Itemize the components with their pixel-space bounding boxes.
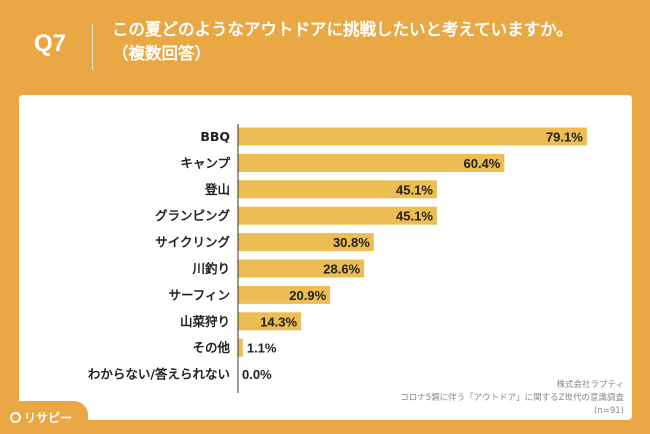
bar <box>238 153 505 172</box>
value-label: 1.1% <box>247 341 277 356</box>
bar <box>238 233 374 252</box>
logo-mark-icon <box>10 412 21 423</box>
value-label: 20.9% <box>289 288 326 303</box>
chart-panel <box>19 95 632 420</box>
category-label: 登山 <box>204 182 230 197</box>
footnote-survey: コロナ5類に伴う「アウトドア」に関するZ世代の意識調査 <box>400 393 624 403</box>
value-label: 79.1% <box>546 130 583 145</box>
header-divider <box>92 24 93 70</box>
value-label: 45.1% <box>396 209 433 224</box>
footnote-company: 株式会社ラプティ <box>556 380 625 390</box>
chart-title: この夏どのようなアウトドアに挑戦したいと考えていますか。 （複数回答） <box>112 18 642 66</box>
category-label: サイクリング <box>155 235 230 250</box>
value-label: 28.6% <box>323 262 360 277</box>
value-label: 60.4% <box>463 156 500 171</box>
bar <box>238 180 437 199</box>
bar <box>238 338 243 357</box>
brand-logo: リサピー <box>4 401 88 434</box>
bar <box>238 127 587 146</box>
value-label: 0.0% <box>242 367 272 382</box>
bar <box>238 312 302 331</box>
value-label: 30.8% <box>333 235 370 250</box>
category-label: グランピング <box>155 208 231 223</box>
bar <box>238 206 437 225</box>
bar <box>238 259 365 278</box>
category-label: その他 <box>192 340 230 355</box>
footnote-sample-size: (n=91) <box>594 406 624 416</box>
logo-text: リサピー <box>24 411 73 425</box>
value-label: 45.1% <box>396 182 433 197</box>
category-label: 山菜狩り <box>180 314 230 329</box>
header: Q7 この夏どのようなアウトドアに挑戦したいと考えていますか。 （複数回答） <box>0 0 650 92</box>
category-label: BBQ <box>200 129 230 144</box>
question-label: Q7 <box>34 30 67 57</box>
bar <box>238 285 331 304</box>
value-label: 14.3% <box>260 314 297 329</box>
category-label: わからない/答えられない <box>88 367 230 382</box>
category-label: サーフィン <box>168 287 230 302</box>
footnote: 株式会社ラプティ コロナ5類に伴う「アウトドア」に関するZ世代の意識調査 (n=… <box>400 379 624 418</box>
category-label: 川釣り <box>191 261 230 276</box>
title-line-2: （複数回答） <box>112 44 211 63</box>
title-line-1: この夏どのようなアウトドアに挑戦したいと考えていますか。 <box>112 20 573 39</box>
category-label: キャンプ <box>180 155 230 170</box>
